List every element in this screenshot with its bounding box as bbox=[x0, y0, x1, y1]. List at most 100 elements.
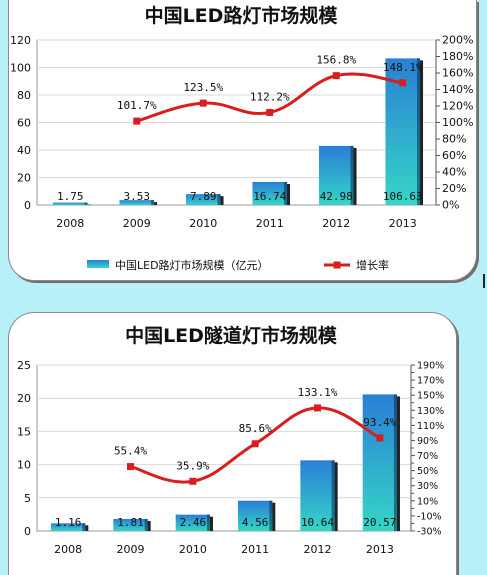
bar-edge bbox=[145, 519, 148, 531]
y-axis-tick-label: 20 bbox=[17, 172, 31, 185]
legend-line-label: 增长率 bbox=[356, 258, 389, 272]
growth-rate-marker bbox=[200, 100, 207, 107]
led-tunnel-light-chart-panel: 中国LED隧道灯市场规模 0 5 10 15 20 25 -30% -10% 10% 30% 50% 7… bbox=[8, 312, 457, 575]
growth-rate-label: 93.4% bbox=[363, 416, 396, 429]
y2-axis-tick-label: 90% bbox=[417, 436, 438, 447]
bar-edge bbox=[417, 58, 420, 205]
y2-axis-tick-label: 20% bbox=[442, 182, 466, 195]
bar-value-label: 20.57 bbox=[363, 516, 396, 529]
text-cursor bbox=[483, 274, 485, 288]
plot-area bbox=[37, 365, 411, 531]
y-axis-tick-label: 60 bbox=[17, 117, 31, 130]
y-axis-tick-label: 15 bbox=[17, 425, 31, 438]
y2-axis-tick-label: 0% bbox=[442, 199, 459, 212]
x-axis-category-label: 2008 bbox=[54, 543, 82, 556]
y2-axis-tick-label: 150% bbox=[417, 391, 444, 402]
x-axis-category-label: 2010 bbox=[179, 543, 207, 556]
chart-title: 中国LED隧道灯市场规模 bbox=[125, 324, 338, 347]
bar-value-label: 42.98 bbox=[320, 190, 353, 203]
y2-axis-tick-label: 160% bbox=[442, 67, 473, 80]
y-axis-tick-label: 0 bbox=[24, 525, 31, 538]
y2-axis-tick-label: 200% bbox=[442, 34, 473, 47]
led-street-light-chart: 中国LED路灯市场规模 0 20 40 60 80 100 120 0% 20% 40% 60% 80%… bbox=[9, 0, 476, 280]
growth-rate-marker bbox=[189, 478, 196, 485]
y2-axis-tick-label: 180% bbox=[442, 50, 473, 63]
bar-edge bbox=[85, 203, 88, 205]
growth-rate-label: 123.5% bbox=[183, 81, 223, 94]
x-axis-category-label: 2009 bbox=[123, 217, 151, 230]
x-axis-category-label: 2008 bbox=[56, 217, 84, 230]
y2-axis-tick-label: 120% bbox=[442, 100, 473, 113]
y2-axis-tick-label: 190% bbox=[417, 361, 444, 372]
x-axis-category-label: 2011 bbox=[241, 543, 269, 556]
y2-axis-tick-label: 50% bbox=[417, 466, 438, 477]
growth-rate-label: 85.6% bbox=[239, 422, 272, 435]
bar-value-label: 1.81 bbox=[117, 516, 144, 529]
growth-rate-label: 35.9% bbox=[176, 459, 209, 472]
growth-rate-marker bbox=[252, 440, 259, 447]
growth-rate-label: 55.4% bbox=[114, 445, 147, 458]
y-axis-tick-label: 10 bbox=[17, 459, 31, 472]
led-tunnel-light-chart: 中国LED隧道灯市场规模 0 5 10 15 20 25 -30% -10% 10% 30% 50% 7… bbox=[9, 313, 456, 575]
legend-line-marker bbox=[334, 262, 341, 269]
growth-rate-marker bbox=[333, 72, 340, 79]
y-axis-tick-label: 120 bbox=[10, 34, 31, 47]
x-axis-category-label: 2010 bbox=[189, 217, 217, 230]
growth-rate-label: 148.1% bbox=[383, 61, 423, 74]
legend-bar-label: 中国LED路灯市场规模（亿元） bbox=[115, 258, 269, 272]
y-axis-tick-label: 25 bbox=[17, 359, 31, 372]
bar-edge bbox=[82, 523, 85, 531]
growth-rate-marker bbox=[133, 118, 140, 125]
y2-axis-tick-label: 10% bbox=[417, 496, 438, 507]
y2-axis-tick-label: -30% bbox=[417, 527, 442, 538]
led-street-light-chart-panel: 中国LED路灯市场规模 0 20 40 60 80 100 120 0% 20% 40% 60% 80%… bbox=[8, 0, 477, 281]
legend-bar-swatch bbox=[87, 260, 109, 268]
x-axis-category-label: 2012 bbox=[304, 543, 332, 556]
growth-rate-label: 133.1% bbox=[298, 386, 338, 399]
bar-value-label: 1.16 bbox=[55, 516, 82, 529]
bar-value-label: 16.74 bbox=[253, 190, 286, 203]
y2-axis-tick-label: 140% bbox=[442, 83, 473, 96]
growth-rate-label: 156.8% bbox=[316, 54, 356, 67]
x-axis-category-label: 2012 bbox=[322, 217, 350, 230]
y-axis-tick-label: 0 bbox=[24, 199, 31, 212]
bar-edge bbox=[207, 515, 210, 531]
y2-axis-tick-label: 80% bbox=[442, 133, 466, 146]
y2-axis-tick-label: 30% bbox=[417, 481, 438, 492]
y2-axis-tick-label: 60% bbox=[442, 149, 466, 162]
bar-value-label: 2.46 bbox=[180, 516, 207, 529]
growth-rate-label: 101.7% bbox=[117, 99, 157, 112]
y2-axis-tick-label: 70% bbox=[417, 451, 438, 462]
growth-rate-marker bbox=[399, 79, 406, 86]
x-axis-category-label: 2013 bbox=[389, 217, 417, 230]
y2-axis-tick-label: 110% bbox=[417, 421, 444, 432]
y2-axis-tick-label: 100% bbox=[442, 116, 473, 129]
bar-edge bbox=[218, 194, 221, 205]
growth-rate-marker bbox=[376, 434, 383, 441]
bar-value-label: 1.75 bbox=[57, 190, 84, 203]
chart-title: 中国LED路灯市场规模 bbox=[145, 4, 339, 27]
bar-value-label: 106.63 bbox=[383, 190, 423, 203]
y2-axis-tick-label: 40% bbox=[442, 166, 466, 179]
x-axis-category-label: 2011 bbox=[256, 217, 284, 230]
growth-rate-marker bbox=[266, 109, 273, 116]
bar-value-label: 3.53 bbox=[124, 190, 151, 203]
bar-value-label: 10.64 bbox=[301, 516, 334, 529]
y-axis-tick-label: 5 bbox=[24, 492, 31, 505]
growth-rate-marker bbox=[314, 404, 321, 411]
y-axis-tick-label: 20 bbox=[17, 392, 31, 405]
bar-edge bbox=[269, 501, 272, 531]
bar-edge bbox=[151, 200, 154, 205]
growth-rate-marker bbox=[127, 463, 134, 470]
y2-axis-tick-label: -10% bbox=[417, 511, 442, 522]
y-axis-tick-label: 40 bbox=[17, 144, 31, 157]
bar-value-label: 4.56 bbox=[242, 516, 269, 529]
y2-axis-tick-label: 130% bbox=[417, 406, 444, 417]
growth-rate-label: 112.2% bbox=[250, 90, 290, 103]
y-axis-tick-label: 100 bbox=[10, 62, 31, 75]
y-axis-tick-label: 80 bbox=[17, 89, 31, 102]
x-axis-category-label: 2009 bbox=[117, 543, 145, 556]
x-axis-category-label: 2013 bbox=[366, 543, 394, 556]
bar-value-label: 7.89 bbox=[190, 190, 217, 203]
y2-axis-tick-label: 170% bbox=[417, 376, 444, 387]
